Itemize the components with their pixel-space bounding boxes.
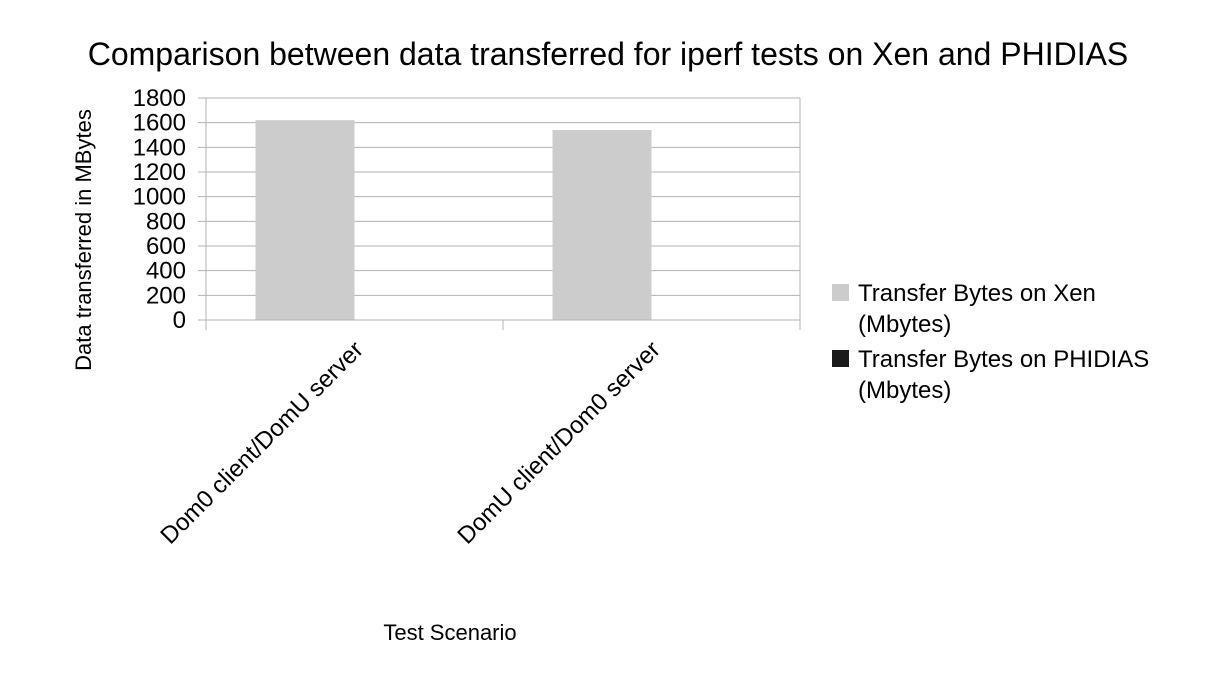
y-tick-label: 1800 [133, 85, 186, 112]
legend-label-line: (Mbytes) [858, 311, 951, 338]
y-tick-label: 1600 [133, 110, 186, 137]
legend-label-line: (Mbytes) [858, 377, 951, 404]
y-tick-label: 600 [146, 233, 186, 260]
x-category-label: DomU client/Dom0 server [452, 336, 665, 549]
legend-swatch [832, 284, 849, 301]
y-tick-label: 1200 [133, 159, 186, 186]
x-category-labels: Dom0 client/DomU server DomU client/Dom0 … [155, 336, 665, 549]
legend-label-line: Transfer Bytes on Xen [858, 280, 1096, 307]
legend-label: Transfer Bytes on Xen (Mbytes) [858, 280, 1096, 338]
y-tick-label: 200 [146, 282, 186, 309]
axes [205, 98, 801, 330]
legend-swatch [832, 350, 849, 367]
bars [255, 120, 652, 320]
legend-label: Transfer Bytes on PHIDIAS (Mbytes) [858, 346, 1149, 404]
legend-label-line: Transfer Bytes on PHIDIAS [858, 346, 1149, 373]
y-tick-label: 1000 [133, 184, 186, 211]
y-tick-label: 1400 [133, 134, 186, 161]
chart-title: Comparison between data transferred for … [88, 36, 1129, 72]
bar [255, 120, 355, 320]
x-category-label: Dom0 client/DomU server [155, 336, 368, 549]
legend: Transfer Bytes on Xen (Mbytes)Transfer By… [832, 280, 1149, 404]
y-tick-label: 0 [173, 307, 186, 334]
y-axis-label: Data transferred in MBytes [71, 109, 96, 371]
bar [552, 130, 652, 320]
y-tick-label: 800 [146, 208, 186, 235]
y-tick-label: 400 [146, 258, 186, 285]
x-axis-label: Test Scenario [383, 620, 516, 645]
